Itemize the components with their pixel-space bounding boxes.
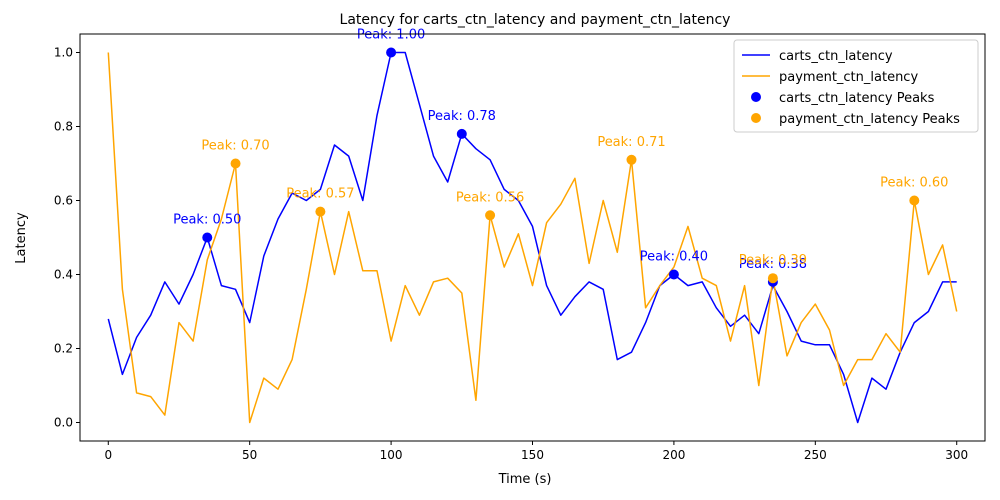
series-line-payment-ctn-latency: [107, 52, 958, 424]
peak-marker: [909, 195, 920, 206]
peak-marker: [626, 154, 637, 165]
y-tick-label: 0.6: [54, 194, 73, 208]
y-axis-title: Latency: [14, 212, 29, 264]
legend-marker-swatch: [751, 113, 761, 123]
peak-label: Peak: 0.39: [739, 253, 807, 268]
peak-label: Peak: 0.38: [739, 257, 807, 272]
y-tick-label: 0.2: [54, 342, 73, 356]
peak-marker: [668, 269, 679, 280]
peak-marker: [767, 273, 778, 284]
x-tick-label: 300: [945, 448, 968, 462]
series-line-carts-ctn-latency: [107, 51, 957, 424]
legend-label: payment_ctn_latency: [779, 70, 918, 85]
peak-marker: [386, 47, 397, 58]
x-tick-label: 50: [242, 448, 257, 462]
peak-label: Peak: 0.50: [173, 213, 241, 228]
legend-label: carts_ctn_latency Peaks: [779, 91, 935, 106]
plot-area: Peak: 0.50 Peak: 1.00 Peak: 0.78 Peak: 0.40…: [107, 28, 958, 424]
peak-label: Peak: 1.00: [357, 28, 425, 43]
peak-label: Peak: 0.57: [286, 187, 354, 202]
y-tick-label: 1.0: [54, 46, 73, 60]
chart-title: Latency for carts_ctn_latency and paymen…: [340, 12, 731, 28]
peak-marker: [485, 210, 496, 221]
peak-label: Peak: 0.60: [880, 176, 948, 191]
peak-label: Peak: 0.56: [456, 190, 524, 205]
x-tick-label: 200: [662, 448, 685, 462]
x-tick-label: 250: [804, 448, 827, 462]
x-tick-label: 0: [104, 448, 112, 462]
peak-marker: [230, 158, 241, 169]
legend-label: carts_ctn_latency: [779, 49, 893, 64]
legend-marker-swatch: [751, 92, 761, 102]
x-tick-label: 150: [521, 448, 544, 462]
peak-label: Peak: 0.40: [640, 250, 708, 265]
peak-label: Peak: 0.78: [428, 109, 496, 124]
peak-marker: [456, 128, 467, 139]
peak-marker: [315, 206, 326, 217]
peak-label: Peak: 0.71: [597, 135, 665, 150]
y-tick-label: 0.8: [54, 120, 73, 134]
peak-marker: [202, 232, 213, 243]
legend-box: [733, 39, 979, 133]
peak-label: Peak: 0.70: [201, 139, 269, 154]
x-tick-label: 100: [380, 448, 403, 462]
axis-ticks: 0 50 100 150 200 250 300 0.0 0.2 0.4 0.6 0.8 1.0: [54, 46, 968, 463]
y-tick-label: 0.4: [54, 268, 73, 282]
x-axis-title: Time (s): [498, 472, 552, 487]
legend-label: payment_ctn_latency Peaks: [779, 112, 960, 127]
legend: carts_ctn_latency payment_ctn_latencycart…: [733, 39, 979, 133]
y-tick-label: 0.0: [54, 416, 73, 430]
